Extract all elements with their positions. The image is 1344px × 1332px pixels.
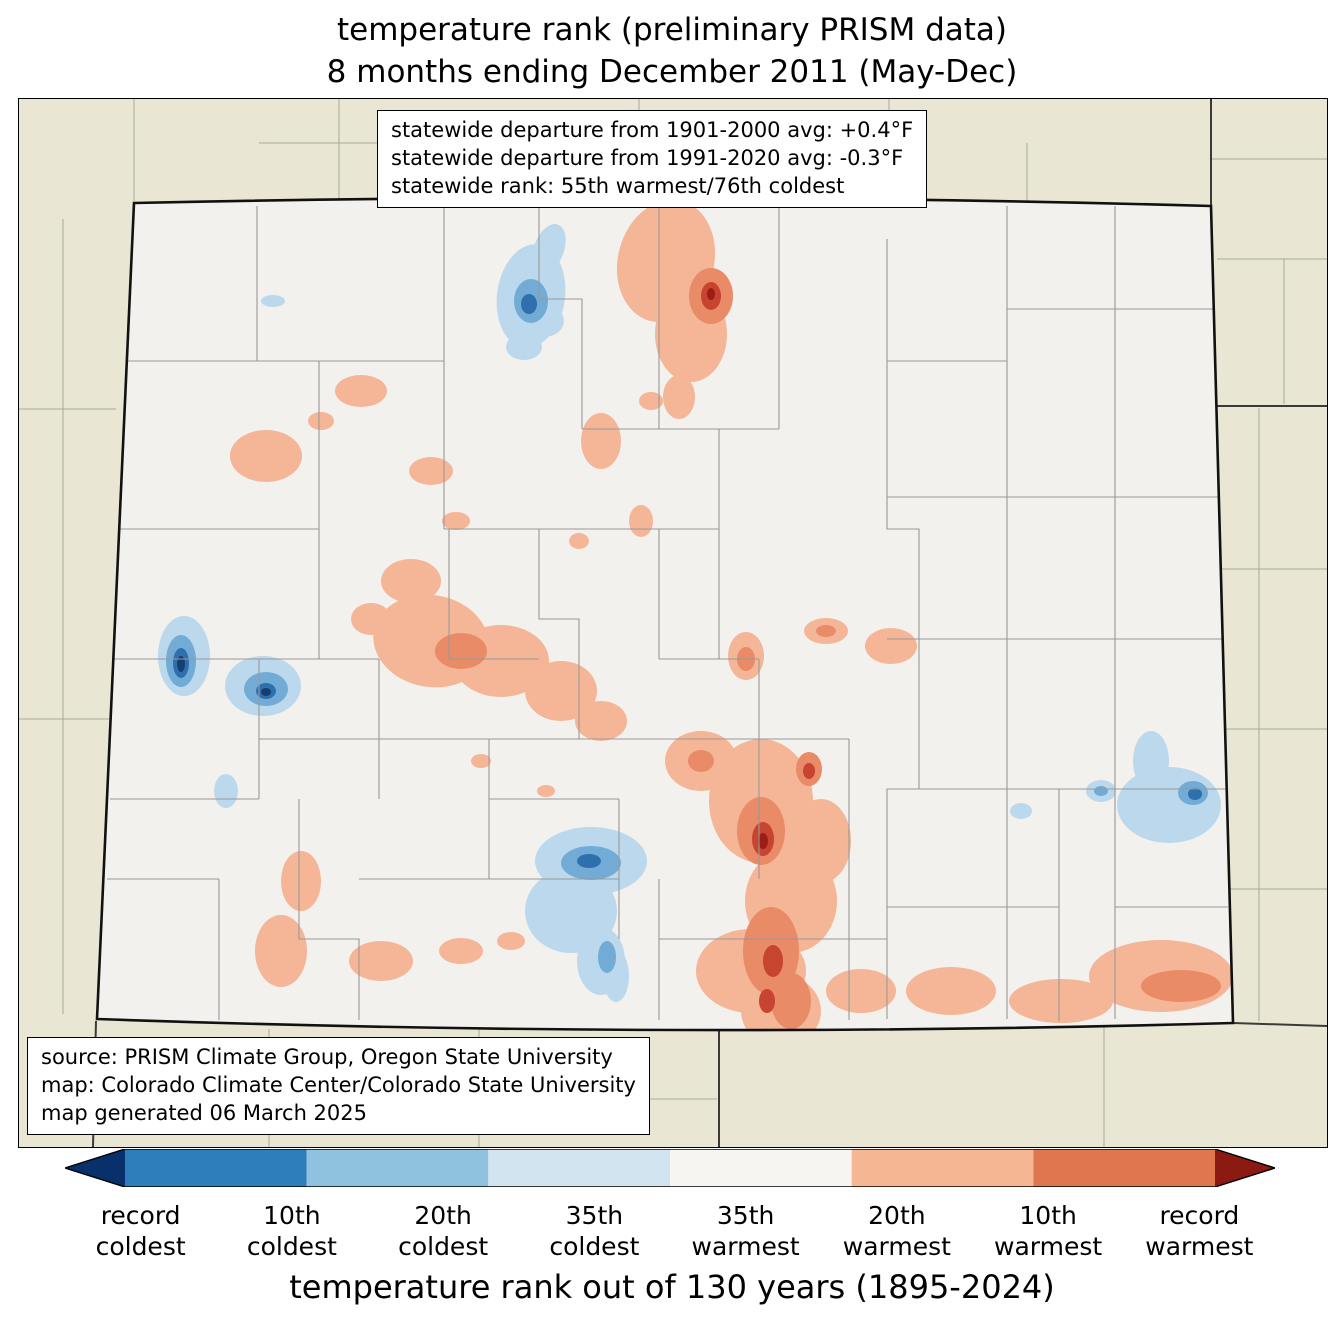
colorado-temperature-rank-map [19, 99, 1327, 1147]
legend-label-20th-warmest: 20th warmest [821, 1200, 972, 1263]
source-line-2: map: Colorado Climate Center/Colorado St… [41, 1072, 636, 1097]
temperature-rank-colorbar [62, 1148, 1278, 1188]
stats-line-1: statewide departure from 1901-2000 avg: … [391, 118, 914, 142]
legend-label-35th-warmest: 35th warmest [670, 1200, 821, 1263]
source-line-3: map generated 06 March 2025 [41, 1100, 368, 1125]
colorbar-arrow-record-coldest [65, 1149, 125, 1187]
legend-label-bottom: warmest [1145, 1232, 1254, 1262]
page-title-line1: temperature rank (preliminary PRISM data… [336, 12, 1007, 48]
colorbar-cell-20th-warmest [851, 1149, 1034, 1187]
county-boundaries [107, 206, 1228, 1021]
page-title-line2: 8 months ending December 2011 (May-Dec) [326, 54, 1018, 90]
legend-label-20th-coldest: 20th coldest [368, 1200, 519, 1263]
legend-label-bottom: warmest [691, 1232, 800, 1262]
source-credit-box: source: PRISM Climate Group, Oregon Stat… [27, 1037, 650, 1135]
legend-label-top: 35th [565, 1201, 624, 1230]
legend-label-35th-coldest: 35th coldest [519, 1200, 670, 1263]
legend-label-bottom: coldest [549, 1232, 640, 1262]
legend-label-top: 20th [414, 1201, 472, 1230]
statewide-stats-box: statewide departure from 1901-2000 avg: … [377, 110, 928, 208]
stats-line-3: statewide rank: 55th warmest/76th coldes… [391, 173, 845, 198]
legend-label-bottom: warmest [842, 1232, 951, 1262]
legend-label-top: 10th [263, 1201, 321, 1230]
legend-label-bottom: warmest [994, 1232, 1103, 1262]
legend-label-bottom: coldest [95, 1232, 186, 1262]
source-line-1: source: PRISM Climate Group, Oregon Stat… [41, 1045, 613, 1069]
legend-label-top: record [100, 1201, 181, 1230]
legend-label-bottom: coldest [246, 1232, 337, 1262]
legend-label-10th-warmest: 10th warmest [973, 1200, 1124, 1263]
legend-label-top: 35th [716, 1201, 775, 1230]
legend-labels-row: record coldest 10th coldest 20th coldest… [65, 1200, 1275, 1263]
map-frame [18, 98, 1328, 1148]
colorbar-svg [62, 1148, 1278, 1188]
legend-label-bottom: coldest [398, 1232, 489, 1262]
legend-label-top: 20th [868, 1201, 926, 1230]
anomaly-layers [158, 199, 1233, 1031]
colorbar-cell-10th-coldest [125, 1149, 307, 1187]
colorbar-arrow-record-warmest [1215, 1149, 1275, 1187]
colorbar-caption: temperature rank out of 130 years (1895-… [289, 1268, 1055, 1306]
warm-darkest-layer [707, 288, 768, 849]
state-fill [97, 197, 1233, 1031]
legend-label-10th-coldest: 10th coldest [216, 1200, 367, 1263]
colorbar-cell-20th-coldest [306, 1149, 489, 1187]
legend-label-record-coldest: record coldest [65, 1200, 216, 1263]
colorbar-cell-35th-coldest [488, 1149, 670, 1187]
colorbar-cell-35th-warmest [670, 1149, 852, 1187]
stats-line-2: statewide departure from 1991-2020 avg: … [391, 145, 904, 170]
legend-label-record-warmest: record warmest [1124, 1200, 1275, 1263]
legend-label-top: 10th [1019, 1201, 1077, 1230]
colorbar-cell-10th-warmest [1033, 1149, 1215, 1187]
cold-darkest-layer [177, 656, 271, 696]
legend-label-top: record [1159, 1201, 1240, 1230]
